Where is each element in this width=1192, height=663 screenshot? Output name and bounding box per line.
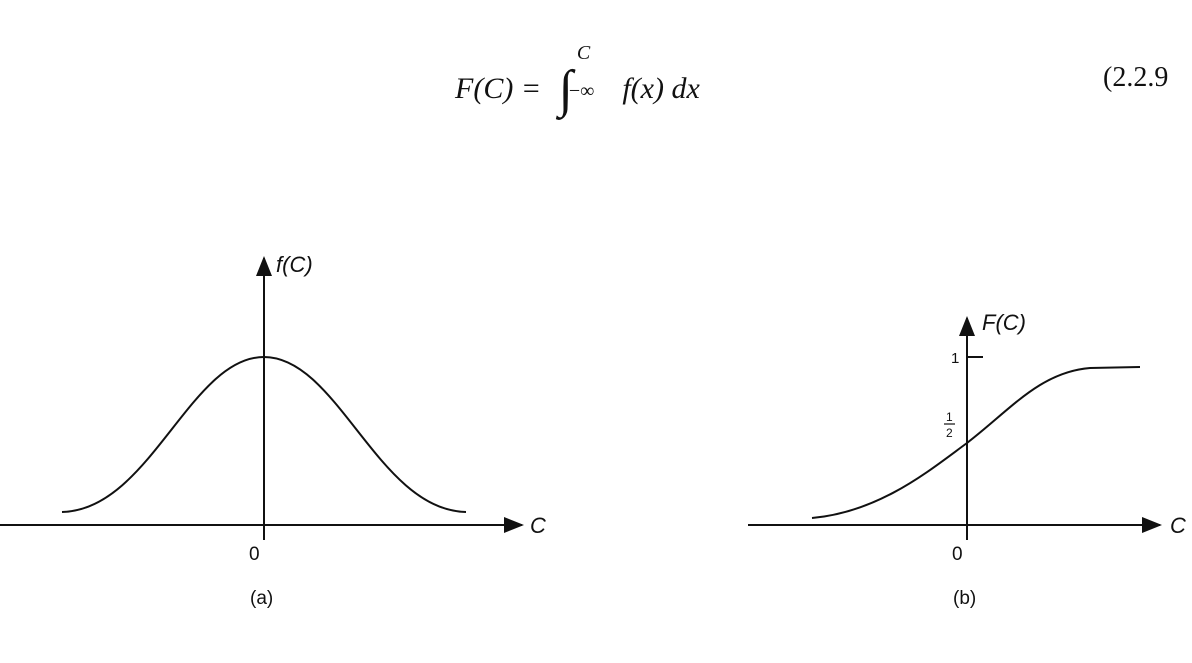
tick-label-half-num: 1 bbox=[946, 410, 953, 424]
integrand: f(x) dx bbox=[622, 72, 700, 105]
equation-lhs: F(C) = bbox=[455, 72, 542, 105]
equation: F(C) = ∫ C −∞ f(x) dx bbox=[455, 42, 700, 118]
origin-label: 0 bbox=[952, 544, 963, 565]
caption: (b) bbox=[953, 588, 976, 609]
cdf-curve bbox=[811, 366, 1141, 519]
tick-label-one: 1 bbox=[951, 350, 959, 367]
x-axis-label: C bbox=[530, 513, 546, 538]
y-axis-label: f(C) bbox=[276, 252, 313, 277]
integral-sign: ∫ bbox=[558, 61, 573, 118]
equation-number: (2.2.9 bbox=[1103, 62, 1169, 93]
integral-limits: C −∞ bbox=[569, 42, 615, 102]
tick-label-half-den: 2 bbox=[946, 426, 953, 440]
origin-label: 0 bbox=[249, 544, 260, 565]
integral-lower: −∞ bbox=[568, 80, 595, 102]
integral-upper: C bbox=[576, 42, 591, 64]
figure-a: f(C) C 0 (a) bbox=[0, 252, 546, 609]
y-axis-label: F(C) bbox=[982, 310, 1026, 335]
figure-b: F(C) C 1 1 2 0 (b) bbox=[748, 310, 1186, 609]
density-curve bbox=[61, 355, 467, 513]
caption: (a) bbox=[250, 588, 273, 609]
x-axis-label: C bbox=[1170, 513, 1186, 538]
